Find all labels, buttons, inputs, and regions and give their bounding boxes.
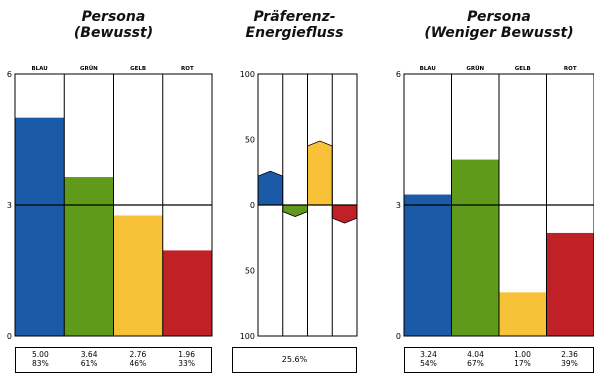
flow-shape-rot: [331, 204, 358, 224]
bar-rot: [162, 250, 212, 336]
value-label: 4.04: [467, 350, 484, 359]
category-label: GELB: [130, 66, 146, 72]
title-line: (Weniger Bewusst): [424, 25, 574, 41]
y-tick-label: 100: [240, 332, 255, 341]
y-tick-label: 100: [240, 70, 255, 79]
value-label: 2.36: [561, 350, 578, 359]
percent-label: 33%: [178, 359, 195, 368]
category-label: GELB: [515, 66, 531, 72]
y-tick-label: 0: [7, 332, 12, 341]
chart-title-energiefluss: Präferenz- Energiefluss: [232, 9, 357, 41]
y-tick-label: 50: [245, 267, 255, 276]
category-label: BLAU: [420, 66, 436, 72]
y-tick-label: 3: [396, 201, 401, 210]
value-cell: 5.00 83%: [16, 348, 65, 372]
values-box-weniger-bewusst: 3.24 54% 4.04 67% 1.00 17% 2.36 39%: [404, 347, 594, 373]
percent-label: 54%: [420, 359, 437, 368]
y-tick-label: 3: [7, 201, 12, 210]
category-label: GRÜN: [466, 65, 484, 72]
summary-value: 25.6%: [281, 355, 308, 364]
percent-label: 83%: [32, 359, 49, 368]
value-cell: 4.04 67%: [452, 348, 499, 372]
value-cell: 1.96 33%: [162, 348, 211, 372]
flow-shape-grün: [282, 204, 308, 217]
category-label: ROT: [564, 66, 577, 72]
category-label: ROT: [181, 66, 194, 72]
value-label: 3.24: [420, 350, 437, 359]
category-label: GRÜN: [80, 65, 98, 72]
value-label: 1.00: [514, 350, 531, 359]
y-tick-label: 0: [250, 201, 255, 210]
percent-label: 67%: [467, 359, 484, 368]
value-label: 5.00: [32, 350, 49, 359]
percent-label: 17%: [514, 359, 531, 368]
value-label: 2.76: [129, 350, 147, 359]
title-line: Präferenz-: [253, 9, 336, 25]
category-label: BLAU: [31, 66, 47, 72]
bar-grün: [64, 177, 114, 336]
y-tick-label: 6: [7, 70, 12, 79]
flow-shape-blau: [257, 170, 284, 206]
chart-title-weniger-bewusst: Persona (Weniger Bewusst): [404, 9, 594, 41]
flow-shape-gelb: [307, 140, 333, 206]
chart-title-bewusst: Persona (Bewusst): [15, 9, 212, 41]
title-line: Energiefluss: [245, 25, 344, 41]
value-cell: 3.64 61%: [65, 348, 114, 372]
value-label: 3.64: [80, 350, 98, 359]
value-label: 1.96: [178, 350, 195, 359]
value-cell: 2.36 39%: [546, 348, 593, 372]
value-cell: 1.00 17%: [499, 348, 546, 372]
y-tick-label: 50: [245, 136, 255, 145]
title-line: (Bewusst): [73, 25, 154, 41]
value-cell: 3.24 54%: [405, 348, 452, 372]
value-cell: 2.76 46%: [114, 348, 163, 372]
values-box-bewusst: 5.00 83% 3.64 61% 2.76 46% 1.96 33%: [15, 347, 212, 373]
bar-gelb: [113, 215, 163, 336]
bar-gelb: [499, 292, 547, 336]
y-tick-label: 0: [396, 332, 401, 341]
bar-grün: [451, 159, 499, 336]
percent-label: 46%: [129, 359, 147, 368]
bar-blau: [15, 117, 65, 337]
summary-box-energiefluss: 25.6%: [232, 347, 357, 373]
bar-blau: [404, 194, 452, 336]
percent-label: 39%: [561, 359, 578, 368]
title-line: Persona: [467, 9, 531, 25]
title-line: Persona: [81, 9, 146, 25]
percent-label: 61%: [80, 359, 98, 368]
bar-rot: [546, 232, 594, 336]
y-tick-label: 6: [396, 70, 401, 79]
